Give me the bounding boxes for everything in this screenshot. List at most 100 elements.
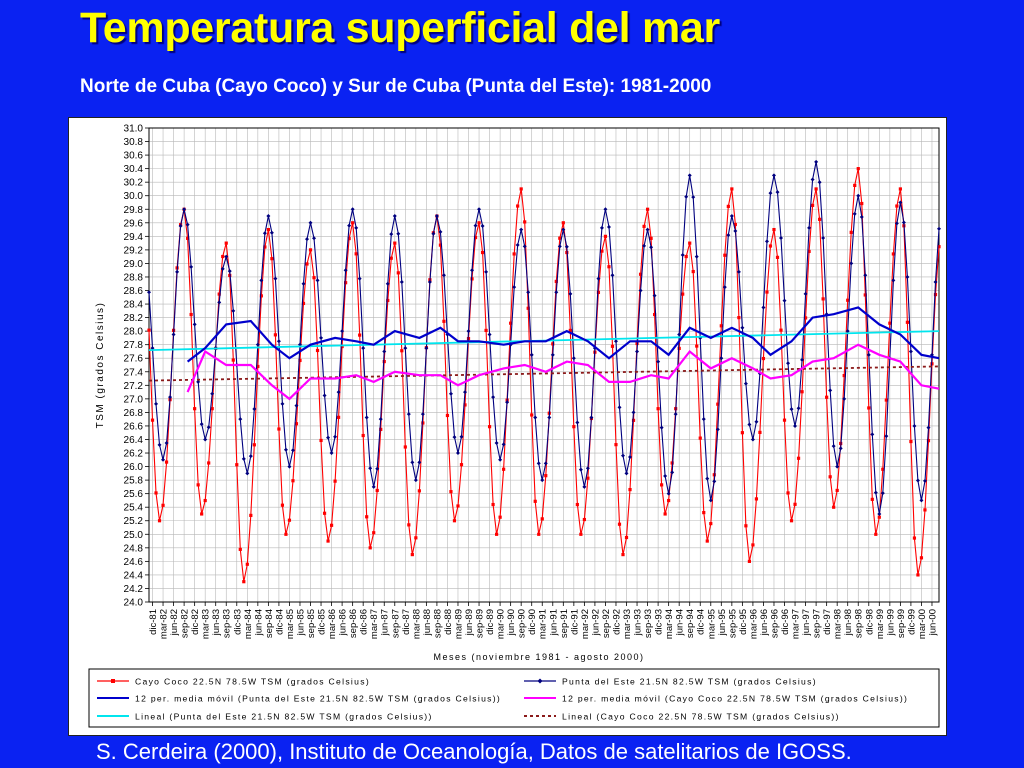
cayo-coco-point — [516, 204, 520, 208]
punta-del-este-point — [196, 379, 201, 384]
punta-del-este-point — [870, 432, 875, 437]
x-tick-label: dic-85 — [317, 609, 328, 635]
punta-del-este-point — [845, 329, 850, 334]
punta-del-este-point — [189, 264, 194, 269]
punta-del-este-point — [663, 473, 668, 478]
punta-del-este-point — [431, 231, 436, 236]
cayo-coco-point — [765, 290, 769, 294]
cayo-coco-point — [558, 236, 562, 240]
x-tick-label: dic-93 — [654, 609, 665, 635]
punta-del-este-point — [290, 448, 295, 453]
punta-del-este-point — [248, 454, 253, 459]
punta-del-este-point — [206, 425, 211, 430]
x-tick-label: sep-84 — [264, 609, 275, 638]
x-tick-label: mar-93 — [622, 609, 633, 639]
punta-del-este-point — [378, 417, 383, 422]
cayo-coco-point — [631, 418, 636, 422]
cayo-coco-point — [270, 257, 274, 261]
cayo-coco-point — [210, 407, 214, 411]
cayo-coco-point — [224, 241, 228, 245]
punta-del-este-point — [596, 276, 601, 281]
cayo-coco-point — [463, 403, 467, 407]
punta-del-este-point — [224, 254, 229, 259]
punta-del-este-point — [484, 269, 489, 274]
cayo-coco-point — [442, 319, 446, 323]
punta-del-este-point — [589, 415, 594, 420]
punta-del-este-point — [315, 278, 320, 283]
cayo-coco-point — [670, 461, 674, 465]
cayo-coco-point — [393, 241, 397, 245]
x-tick-label: mar-90 — [496, 609, 507, 639]
punta-del-este-point — [438, 229, 443, 234]
y-tick-label: 30.0 — [124, 191, 144, 202]
cayo-coco-point — [354, 252, 358, 256]
cayo-coco-point — [628, 487, 632, 492]
punta-del-este-point — [245, 471, 250, 476]
cayo-coco-point — [733, 222, 737, 227]
punta-del-este-point — [294, 403, 299, 408]
cayo-coco-point — [582, 517, 586, 522]
cayo-coco-point — [242, 580, 246, 584]
cayo-coco-point — [919, 556, 924, 560]
cayo-coco-point — [884, 398, 888, 402]
cayo-coco-point — [452, 519, 457, 523]
cayo-coco-point — [691, 269, 695, 274]
punta-del-este-point — [389, 232, 394, 237]
x-tick-label: dic-96 — [780, 609, 791, 635]
cayo-coco-point — [294, 422, 299, 426]
punta-del-este-point — [466, 329, 471, 334]
punta-del-este-point — [273, 276, 278, 281]
punta-del-este-point — [740, 325, 745, 330]
cayo-coco-point — [586, 476, 590, 480]
cayo-coco-point — [544, 474, 548, 478]
cayo-coco-point — [818, 217, 822, 221]
cayo-coco-point — [825, 395, 829, 399]
y-tick-label: 29.4 — [124, 232, 144, 243]
cayo-coco-point — [860, 201, 864, 206]
cayo-coco-point — [614, 443, 618, 447]
punta-del-este-point — [810, 177, 815, 182]
y-tick-label: 24.0 — [124, 598, 144, 609]
cayo-coco-point — [796, 456, 801, 460]
cayo-coco-point — [333, 479, 337, 483]
punta-del-este-point — [722, 285, 727, 290]
punta-del-este-point — [793, 423, 798, 428]
y-tick-label: 24.8 — [124, 543, 144, 554]
cayo-coco-point — [382, 359, 386, 364]
punta-del-este-point — [736, 269, 741, 274]
x-tick-label: jun-82 — [169, 609, 180, 636]
punta-del-este-point — [512, 285, 517, 290]
punta-del-este-point — [628, 455, 633, 460]
x-tick-label: mar-86 — [327, 609, 338, 639]
cayo-coco-point — [895, 204, 899, 208]
series-moving-avg-cayo-coco — [186, 343, 940, 401]
punta-del-este-point — [905, 274, 910, 279]
punta-del-este-point — [385, 281, 390, 286]
cayo-coco-point — [193, 407, 197, 411]
x-tick-label: sep-88 — [432, 609, 443, 638]
punta-del-este-point — [642, 243, 647, 248]
punta-del-este-point — [368, 466, 373, 471]
x-tick-label: mar-88 — [411, 609, 422, 639]
punta-del-este-point — [459, 434, 464, 439]
x-tick-label: sep-98 — [854, 609, 865, 638]
punta-del-este-point — [343, 268, 348, 273]
y-axis-ticks: 24.0 24.2 24.4 24.6 24.8 25.0 25.2 25.4 25.6 25.8… — [124, 124, 149, 609]
punta-del-este-point — [410, 460, 415, 465]
y-tick-label: 30.8 — [124, 137, 144, 148]
cayo-coco-point — [600, 249, 604, 253]
punta-del-este-point — [382, 349, 387, 354]
punta-del-este-point — [796, 406, 801, 411]
cayo-coco-point — [744, 524, 748, 528]
cayo-coco-point — [568, 328, 572, 333]
x-tick-label: dic-81 — [148, 609, 159, 635]
punta-del-este-point — [582, 484, 587, 489]
cayo-coco-point — [396, 271, 400, 275]
punta-del-este-point — [252, 407, 257, 412]
x-tick-label: mar-92 — [580, 609, 591, 639]
cayo-coco-point — [610, 344, 615, 348]
punta-del-este-point — [937, 226, 941, 231]
x-tick-label: dic-90 — [527, 609, 538, 635]
punta-del-este-point — [340, 329, 345, 334]
punta-del-este-point — [831, 444, 836, 449]
